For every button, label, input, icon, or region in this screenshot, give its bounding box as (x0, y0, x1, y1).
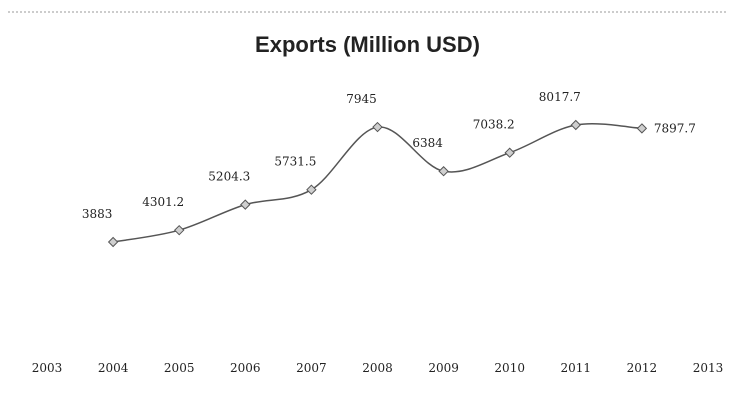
data-label: 5731.5 (274, 155, 316, 169)
chart-title: Exports (Million USD) (255, 32, 480, 57)
x-tick-label: 2013 (693, 361, 724, 375)
data-label: 7897.7 (654, 121, 696, 135)
data-point-marker (173, 224, 185, 236)
x-tick-label: 2006 (230, 361, 261, 375)
data-point-marker (372, 121, 383, 133)
x-tick-label: 2011 (561, 361, 592, 375)
x-tick-label: 2005 (164, 361, 195, 375)
data-point-marker (107, 236, 119, 248)
x-tick-label: 2008 (362, 361, 393, 375)
data-point-marker (636, 123, 648, 134)
data-point-marker (570, 119, 582, 131)
data-label: 6384 (412, 136, 443, 150)
data-point-marker (504, 147, 515, 158)
data-label: 7945 (346, 92, 377, 106)
data-point-marker (438, 166, 449, 177)
x-tick-label: 2004 (98, 361, 129, 375)
data-label: 3883 (82, 207, 113, 221)
data-point-marker (240, 199, 251, 210)
x-tick-label: 2010 (494, 361, 525, 375)
x-tick-label: 2009 (428, 361, 459, 375)
data-label: 7038.2 (473, 118, 515, 132)
x-tick-label: 2012 (627, 361, 658, 375)
series-line (112, 122, 642, 243)
x-tick-label: 2007 (296, 361, 327, 375)
data-point-marker (306, 184, 317, 195)
data-label: 8017.7 (539, 90, 581, 104)
x-tick-label: 2003 (32, 361, 63, 375)
data-label: 5204.3 (208, 170, 250, 184)
data-label: 4301.2 (142, 195, 184, 209)
